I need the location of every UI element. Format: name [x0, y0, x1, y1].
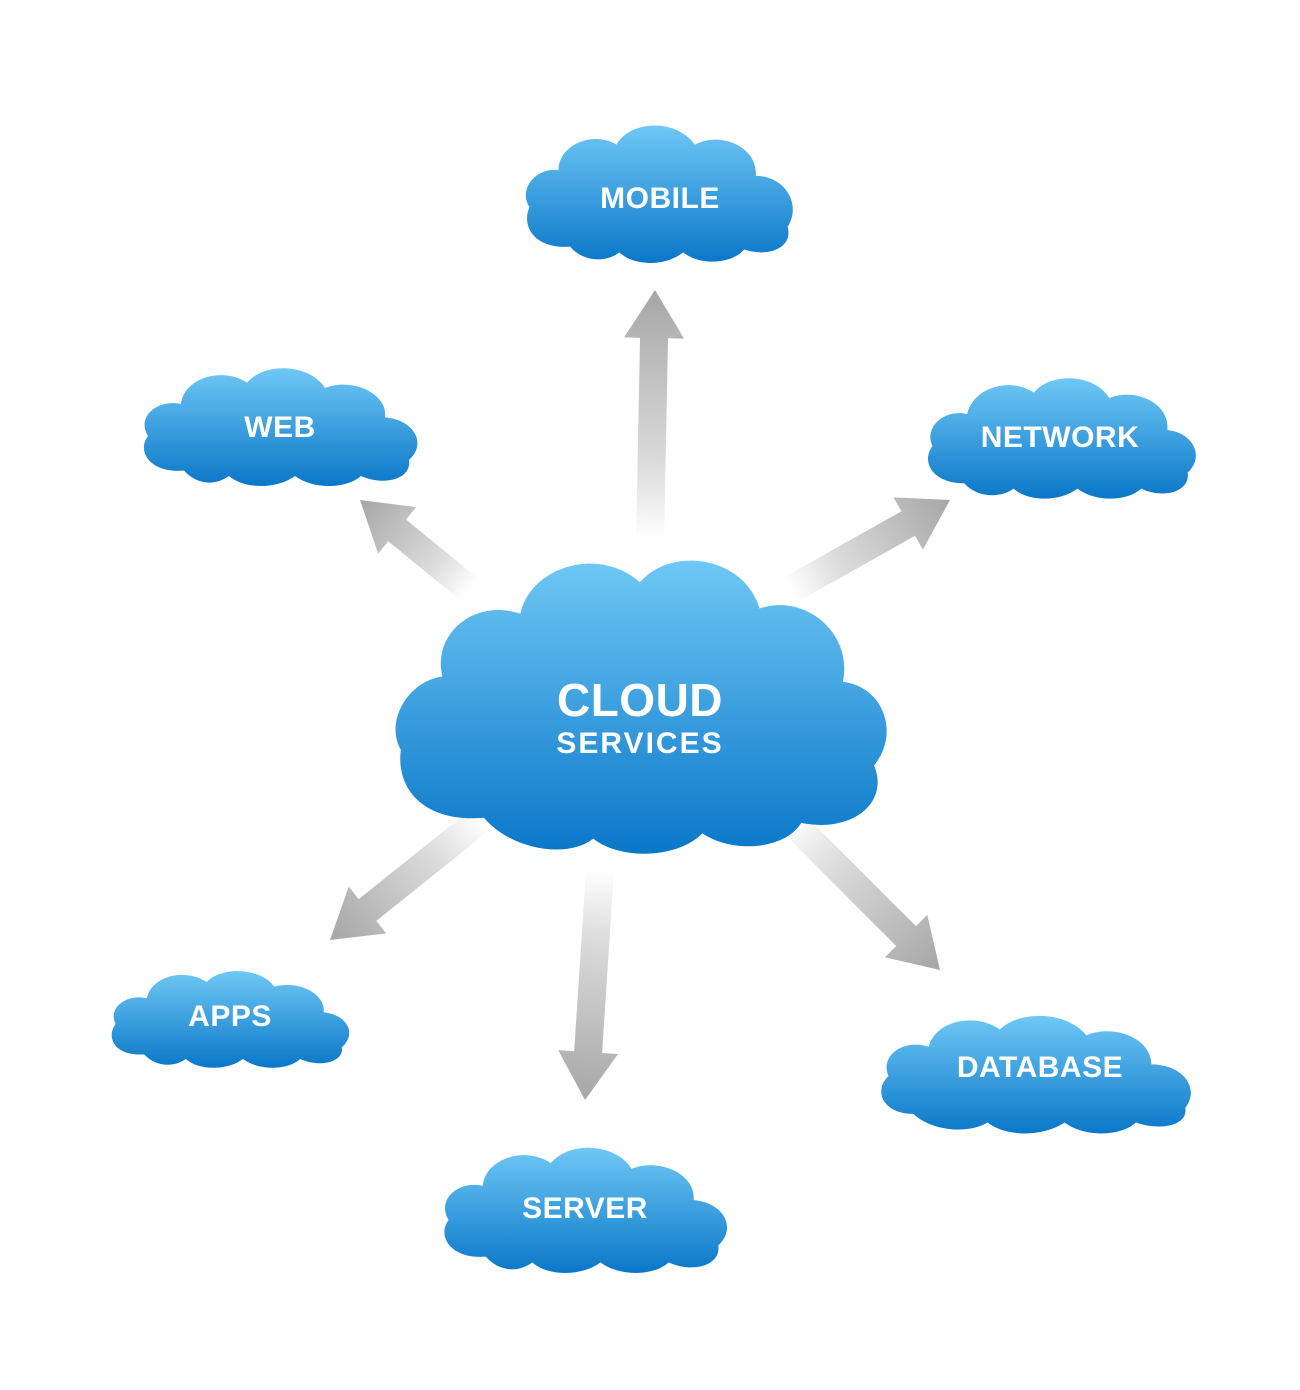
cloud-center: CLOUD SERVICES	[380, 530, 900, 870]
diagram-stage: CLOUD SERVICES MOBILE NETWORK DATABASE S…	[0, 0, 1300, 1390]
cloud-apps: APPS	[100, 940, 360, 1080]
cloud-server: SERVER	[430, 1115, 740, 1285]
cloud-database: DATABASE	[870, 980, 1210, 1140]
network-label: NETWORK	[981, 421, 1139, 455]
web-label: WEB	[244, 411, 316, 445]
mobile-label: MOBILE	[600, 182, 720, 216]
arrow-mobile	[620, 289, 685, 540]
cloud-mobile: MOBILE	[515, 105, 805, 275]
center-label: CLOUD SERVICES	[556, 673, 723, 761]
center-label-line1: CLOUD	[556, 673, 723, 727]
apps-label: APPS	[188, 1000, 272, 1034]
database-label: DATABASE	[957, 1051, 1123, 1085]
cloud-web: WEB	[130, 340, 430, 500]
cloud-network: NETWORK	[915, 350, 1205, 510]
arrow-server	[555, 868, 630, 1102]
center-label-line2: SERVICES	[556, 727, 723, 761]
server-label: SERVER	[522, 1192, 648, 1226]
